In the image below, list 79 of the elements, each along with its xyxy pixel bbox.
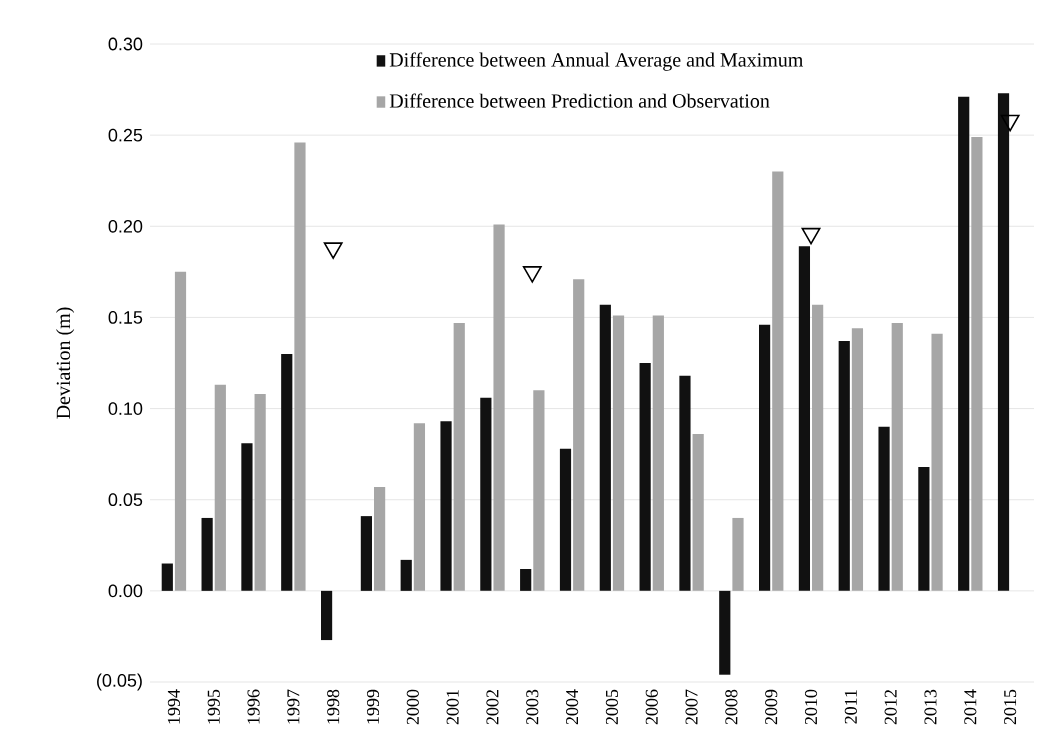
bar [798,246,811,591]
bar [772,171,784,591]
bar [254,393,266,591]
bar [413,423,426,591]
bar [573,279,585,591]
bar [320,590,333,641]
point [323,242,343,259]
bar [360,516,372,591]
x-tick-label: 1998 [327,689,340,724]
y-tick-label: 0.20 [108,219,143,233]
bar [838,341,850,591]
y-axis-title: Deviation (m) [56,307,75,419]
y-tick-label: 0.05 [108,493,143,507]
bar [559,448,572,591]
y-tick-label: 0.30 [108,37,143,51]
bar [161,563,173,591]
bar [958,96,970,591]
x-tick-label: 2004 [566,689,579,725]
bar [692,434,704,591]
bar [374,486,386,591]
bar [759,324,771,591]
y-tick-label: 0.00 [108,584,143,598]
bar [533,390,545,591]
x-tick-label: 2013 [924,689,937,725]
bar [931,333,943,591]
bar [520,568,532,591]
bar [599,304,611,591]
bar [652,315,664,591]
bar [174,271,187,591]
bar [440,421,452,591]
bar [679,375,691,591]
bar [639,363,651,591]
x-tick-label: 2002 [486,690,499,725]
x-tick-label: 2011 [844,690,857,724]
bar [732,517,744,591]
x-tick-label: 2000 [406,689,419,725]
x-tick-label: 2007 [685,689,698,725]
bar [241,443,253,591]
bar [812,304,824,591]
x-tick-label: 2001 [446,690,459,725]
x-tick-label: 2014 [964,689,977,725]
x-tick-label: 1994 [167,689,180,724]
bar [453,322,465,591]
bar [294,142,306,591]
x-tick-label: 2009 [765,689,778,725]
bar [719,590,731,675]
bar [878,426,890,591]
y-tick-label: 0.15 [108,311,143,324]
legend-label: Difference between Prediction and Observation [389,93,770,108]
bar [281,353,293,591]
x-tick-label: 1995 [207,689,220,724]
x-tick-label: 2008 [725,689,738,725]
y-tick-label: 0.25 [108,128,143,142]
bar [997,93,1010,591]
bar [201,517,213,591]
bar [971,136,983,591]
x-tick-label: 1997 [287,689,300,724]
x-tick-label: 2003 [526,689,539,725]
x-tick-label: 2005 [605,689,619,725]
bar [400,559,412,591]
x-tick-label: 2006 [645,689,658,725]
bar [918,466,930,591]
x-tick-label: 2012 [884,690,897,725]
legend-label: Difference between Annual Average and Maximum [389,52,804,71]
bar [480,397,492,591]
x-tick-label: 1996 [247,689,260,724]
x-tick-label: 2015 [1004,689,1017,725]
y-tick-label: (0.05) [97,673,142,691]
point [1000,114,1020,132]
point [801,227,821,245]
bar [851,328,864,591]
point [522,266,542,283]
bar [891,322,903,591]
bar [493,224,505,591]
y-tick-label: 0.10 [108,402,143,415]
x-tick-label: 1999 [366,689,380,724]
bar [214,384,226,591]
bar [612,315,625,591]
x-tick-label: 2010 [804,689,818,725]
